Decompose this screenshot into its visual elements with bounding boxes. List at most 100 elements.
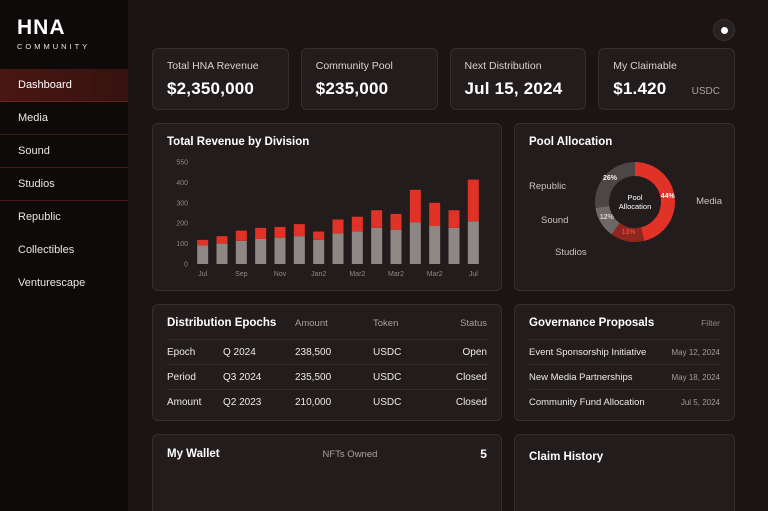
column-header-amount: Amount (295, 318, 328, 329)
sidebar-item-sound[interactable]: Sound (0, 135, 128, 168)
stats-row: Total HNA Revenue $2,350,000 Community P… (152, 48, 735, 110)
stat-label: Community Pool (315, 60, 393, 72)
epoch-amount: 235,500 (295, 371, 332, 383)
donut-label-studios: Studios (555, 247, 587, 258)
epoch-token: USDC (373, 371, 402, 383)
profile-button[interactable] (713, 19, 735, 41)
app-logo: HNA COMMUNITY (0, 0, 128, 69)
epoch-status: Open (462, 346, 487, 358)
governance-title: Governance Proposals (529, 317, 655, 329)
epochs-title: Distribution Epochs (167, 317, 277, 329)
proposal-row[interactable]: Community Fund Allocation Jul 5, 2024 (529, 389, 720, 414)
svg-text:Jul: Jul (198, 271, 207, 278)
revenue-chart-title: Total Revenue by Division (167, 136, 310, 148)
svg-text:Sep: Sep (235, 271, 248, 278)
claim-history-title: Claim History (529, 451, 604, 463)
proposal-date: May 12, 2024 (671, 347, 720, 357)
stat-value: $235,000 (315, 79, 389, 98)
epoch-amount: 210,000 (295, 396, 332, 408)
epoch-label: Period (167, 371, 196, 383)
logo-subtext: COMMUNITY (17, 42, 91, 51)
pool-allocation-card: Pool Allocation Pool Allocation 44% 13% 12… (514, 123, 735, 291)
svg-text:100: 100 (176, 241, 188, 248)
donut-percent-label: 13% (621, 229, 636, 237)
stat-value: $1.420 (613, 79, 667, 98)
topbar (152, 0, 735, 48)
proposal-name: Community Fund Allocation (529, 396, 645, 408)
governance-header: Governance Proposals Filter (529, 317, 720, 339)
stat-value: Jul 15, 2024 (464, 79, 563, 98)
nfts-owned-label: NFTs Owned (322, 448, 378, 460)
sidebar: HNA COMMUNITY Dashboard Media Sound Stud… (0, 0, 128, 511)
table-row: Epoch Q 2024 238,500 USDC Open (167, 339, 487, 364)
epoch-label: Amount (167, 396, 202, 408)
proposal-name: New Media Partnerships (529, 371, 633, 383)
revenue-bar-chart: 0 100 200 300 400 550 Jul Sep Nov Jan2 Mar2 Mar2 Mar… (176, 160, 479, 278)
stat-card-total-revenue: Total HNA Revenue $2,350,000 (152, 48, 289, 110)
main-content: Total HNA Revenue $2,350,000 Community P… (128, 0, 768, 511)
stat-label: My Claimable (613, 60, 677, 72)
logo-text: HNA (17, 16, 66, 39)
column-header-token: Token (373, 318, 399, 329)
nfts-owned-value: 5 (480, 447, 487, 461)
table-row: Period Q3 2024 235,500 USDC Closed (167, 364, 487, 389)
proposal-row[interactable]: New Media Partnerships May 18, 2024 (529, 364, 720, 389)
revenue-chart-card: Total Revenue by Division 0 100 200 300 400 5… (152, 123, 502, 291)
sidebar-item-collectibles[interactable]: Collectibles (18, 244, 75, 256)
svg-text:Jan2: Jan2 (311, 271, 326, 278)
svg-text:300: 300 (176, 200, 188, 207)
filter-button[interactable]: Filter (701, 318, 720, 328)
donut-percent-label: 12% (599, 214, 614, 222)
profile-dot-icon (720, 26, 728, 34)
pool-allocation-title: Pool Allocation (529, 136, 613, 148)
proposal-date: May 18, 2024 (671, 372, 720, 382)
stat-card-next-distribution: Next Distribution Jul 15, 2024 (449, 48, 587, 110)
sidebar-item-media[interactable]: Media (0, 102, 128, 135)
epoch-amount: 238,500 (295, 346, 332, 358)
epoch-period: Q3 2024 (223, 371, 262, 383)
sidebar-item-dashboard[interactable]: Dashboard (0, 69, 128, 102)
svg-text:0: 0 (184, 262, 188, 269)
epoch-label: Epoch (167, 346, 196, 358)
donut-label-sound: Sound (541, 215, 569, 226)
proposal-date: Jul 5, 2024 (680, 397, 720, 407)
donut-svg (595, 162, 675, 242)
sidebar-item-studios[interactable]: Studios (0, 168, 128, 201)
svg-text:550: 550 (176, 160, 188, 167)
svg-text:Jul: Jul (469, 271, 478, 278)
distribution-epochs-card: Distribution Epochs Amount Token Status … (152, 304, 502, 421)
pool-donut-chart: Pool Allocation 44% 13% 12% 26% (585, 152, 685, 252)
wallet-header: My Wallet NFTs Owned 5 (167, 447, 487, 461)
donut-percent-label: 26% (602, 175, 617, 183)
column-header-status: Status (460, 318, 487, 329)
stat-label: Total HNA Revenue (167, 60, 259, 72)
epochs-header: Distribution Epochs Amount Token Status (167, 317, 487, 339)
svg-text:Mar2: Mar2 (349, 271, 365, 278)
stat-value: $2,350,000 (167, 79, 255, 98)
stat-card-community-pool: Community Pool $235,000 (300, 48, 438, 110)
epoch-status: Closed (455, 396, 487, 408)
sidebar-item-republic[interactable]: Republic (18, 211, 61, 223)
sidebar-item-venturescape[interactable]: Venturescape (18, 277, 86, 289)
stat-card-my-claimable: My Claimable $1.420 USDC (598, 48, 735, 110)
svg-text:Mar2: Mar2 (427, 271, 443, 278)
donut-percent-label: 44% (660, 193, 675, 201)
charts-row: Total Revenue by Division 0 100 200 300 400 5… (152, 123, 735, 291)
svg-text:Nov: Nov (274, 271, 287, 278)
donut-label-republic: Republic (529, 181, 566, 192)
epoch-status: Closed (455, 371, 487, 383)
donut-label-media: Media (696, 196, 722, 207)
stat-label: Next Distribution (464, 60, 542, 72)
proposal-row[interactable]: Event Sponsorship Initiative May 12, 202… (529, 339, 720, 364)
bottom-row: My Wallet NFTs Owned 5 Claim History (152, 434, 735, 511)
wallet-title: My Wallet (167, 448, 220, 460)
proposal-name: Event Sponsorship Initiative (529, 346, 647, 358)
svg-text:200: 200 (176, 221, 188, 228)
epoch-period: Q 2024 (223, 346, 256, 358)
governance-proposals-card: Governance Proposals Filter Event Sponso… (514, 304, 735, 421)
my-wallet-card: My Wallet NFTs Owned 5 (152, 434, 502, 511)
svg-text:Mar2: Mar2 (388, 271, 404, 278)
epoch-period: Q2 2023 (223, 396, 262, 408)
table-row: Amount Q2 2023 210,000 USDC Closed (167, 389, 487, 414)
tables-row: Distribution Epochs Amount Token Status … (152, 304, 735, 421)
